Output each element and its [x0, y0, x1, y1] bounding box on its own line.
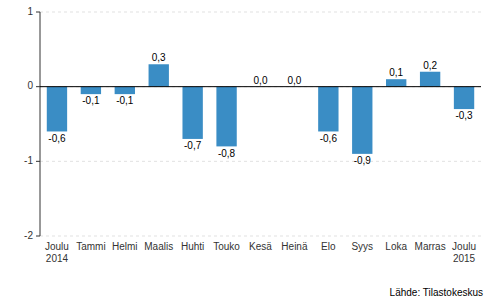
x-tick-label-line: Joulu: [45, 241, 69, 252]
x-tick-label: Tammi: [76, 241, 105, 252]
chart: -2-101-0,6-0,1-0,10,3-0,7-0,80,00,0-0,6-…: [0, 0, 491, 302]
data-label: -0,9: [354, 155, 372, 166]
bar: [182, 87, 202, 139]
data-label: 0,0: [254, 75, 268, 86]
x-tick-label-line: Maalis: [144, 241, 173, 252]
x-tick-label-line: Marras: [415, 241, 446, 252]
x-tick-label-line: Huhti: [181, 241, 204, 252]
x-tick-label-line: Kesä: [249, 241, 272, 252]
bar: [115, 87, 135, 94]
y-tick: [36, 161, 40, 162]
data-label: -0,7: [184, 140, 202, 151]
bars: [47, 64, 474, 154]
data-label: -0,3: [455, 110, 473, 121]
x-tick-label-line: Elo: [321, 241, 336, 252]
data-label: 0,0: [287, 75, 301, 86]
y-tick-label: 0: [27, 80, 33, 91]
data-label: -0,8: [218, 148, 236, 159]
data-label: 0,2: [423, 60, 437, 71]
x-tick-label: Touko: [213, 241, 240, 252]
x-axis: Joulu2014TammiHelmiMaalisHuhtiToukoKesäH…: [45, 241, 476, 264]
x-tick-label: Marras: [415, 241, 446, 252]
data-labels: -0,6 -0,1 -0,1 0,3 -0,7 -0,8 0,0 0,0 -0,6 -0,9 0,1…: [48, 52, 473, 166]
data-label: 0,3: [152, 52, 166, 63]
y-tick-label: -1: [24, 155, 33, 166]
x-tick-label-line: 2014: [46, 253, 69, 264]
x-tick-label: Joulu2014: [45, 241, 69, 264]
x-tick-label-line: Loka: [385, 241, 407, 252]
y-axis: -2 -1 0 1: [24, 6, 40, 241]
x-tick-label-line: Tammi: [76, 241, 105, 252]
zero-line: [40, 86, 481, 87]
grid-line: [40, 86, 481, 87]
y-tick: [36, 12, 40, 13]
bar: [149, 64, 169, 86]
x-tick-label-line: Joulu: [452, 241, 476, 252]
data-label: -0,1: [82, 95, 100, 106]
y-tick: [36, 86, 40, 87]
y-tick: [36, 236, 40, 237]
y-tick-label: -2: [24, 230, 33, 241]
chart-container: -2-101-0,6-0,1-0,10,3-0,7-0,80,00,0-0,6-…: [0, 0, 491, 302]
bar: [216, 87, 236, 147]
data-label: -0,6: [48, 133, 66, 144]
x-tick-label: Maalis: [144, 241, 173, 252]
x-tick-label: Kesä: [249, 241, 272, 252]
x-tick-label: Loka: [385, 241, 407, 252]
source-text: Lähde: Tilastokeskus: [390, 287, 483, 298]
bar: [47, 87, 67, 132]
x-tick-label-line: Heinä: [281, 241, 308, 252]
x-tick-label-line: Touko: [213, 241, 240, 252]
data-label: -0,6: [320, 133, 338, 144]
grid-line: [40, 12, 481, 13]
y-tick-label: 1: [27, 6, 33, 17]
x-tick-label: Huhti: [181, 241, 204, 252]
x-tick-label-line: Syys: [351, 241, 373, 252]
x-tick-label: Syys: [351, 241, 373, 252]
grid: [40, 12, 481, 236]
data-label: 0,1: [389, 67, 403, 78]
grid-line: [40, 236, 481, 237]
x-tick-label: Heinä: [281, 241, 308, 252]
bar: [420, 72, 440, 87]
bar: [352, 87, 372, 154]
bar: [386, 79, 406, 86]
bar: [81, 87, 101, 94]
data-label: -0,1: [116, 95, 134, 106]
y-axis-line: [40, 12, 41, 236]
bar: [318, 87, 338, 132]
x-tick-label: Helmi: [112, 241, 138, 252]
x-tick-label-line: Helmi: [112, 241, 138, 252]
x-tick-label: Elo: [321, 241, 336, 252]
grid-line: [40, 161, 481, 162]
x-tick-label-line: 2015: [453, 253, 476, 264]
bar: [454, 87, 474, 109]
x-tick-label: Joulu2015: [452, 241, 476, 264]
